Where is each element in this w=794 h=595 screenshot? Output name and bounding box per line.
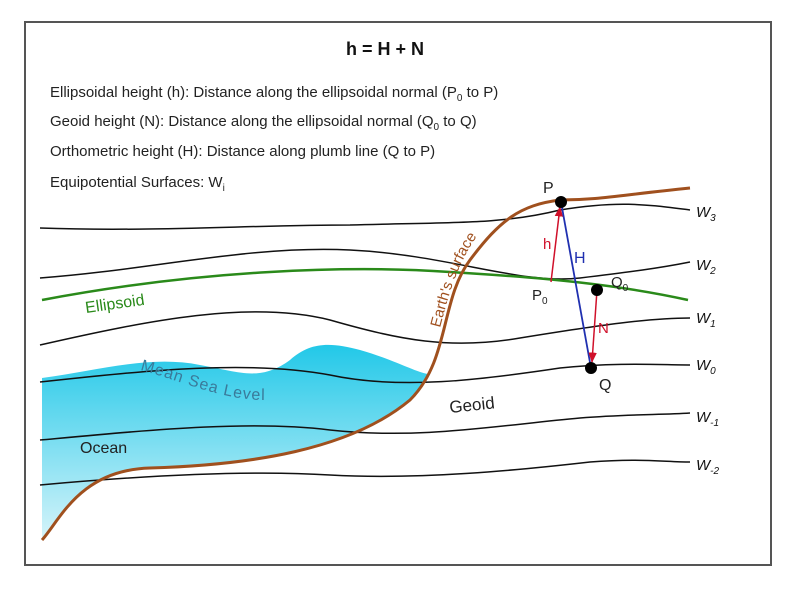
frame [24,21,772,566]
point-q0 [591,284,603,296]
definition-text: Geoid height (N): Distance along the ell… [50,113,434,130]
definition-text: Ellipsoidal height (h): Distance along t… [50,84,457,101]
point-label: Q [599,377,611,394]
surface-label: W-2 [696,457,720,477]
point-name: Q [611,274,623,291]
surface-name: W [696,457,712,474]
point-q [585,362,597,374]
surface-label: W2 [696,257,716,277]
definition: Equipotential Surfaces: Wi [50,174,225,194]
definition: Geoid height (N): Distance along the ell… [50,113,477,133]
equipotential-surface [39,412,691,441]
surface-name: W [696,357,712,374]
segment-label: H [574,250,586,267]
subscript: 0 [457,93,463,104]
segment-label: N [598,320,609,337]
definition: Orthometric height (H): Distance along p… [50,143,435,160]
surface-label: W1 [696,310,716,330]
definition-tail: to Q) [439,113,477,130]
surface-label: W3 [696,204,716,224]
point-label: P0 [532,287,548,307]
subscript: 0 [710,366,716,377]
equipotential-surface [39,459,691,486]
h-arrow [550,205,564,283]
point-label: Q0 [611,274,629,294]
geoid-label: Geoid [448,393,495,417]
h-plumb-line [560,201,592,369]
surface-label: W-1 [696,409,719,429]
surface-name: W [696,257,712,274]
definition-tail: to P) [462,84,498,101]
definition: Ellipsoidal height (h): Distance along t… [50,84,498,104]
point-p [555,196,567,208]
subscript: -1 [710,418,719,429]
subscript: 3 [710,213,716,224]
surface-label: W0 [696,357,716,377]
segment-label: h [543,236,551,253]
subscript: 1 [710,319,716,330]
subscript: i [223,183,225,194]
surface-name: W [696,204,712,221]
subscript: 0 [623,283,629,294]
subscript: 0 [434,122,440,133]
subscript: 2 [709,266,716,277]
equipotential-surface [39,248,691,280]
equipotential-surface [39,203,691,230]
subscript: 0 [542,296,548,307]
ellipsoid-line [41,267,689,302]
n-arrow [588,289,598,364]
point-name: P [532,287,542,304]
geoid-surface [39,363,691,384]
definition-text: Equipotential Surfaces: W [50,174,223,191]
ocean-label: Ocean [80,440,127,457]
title: h = H + N [346,39,424,59]
ocean [42,344,428,540]
equipotential-surface [39,311,691,346]
subscript: -2 [710,466,719,477]
point-label: P [543,180,554,197]
surface-name: W [696,409,712,426]
surface-name: W [696,310,712,327]
